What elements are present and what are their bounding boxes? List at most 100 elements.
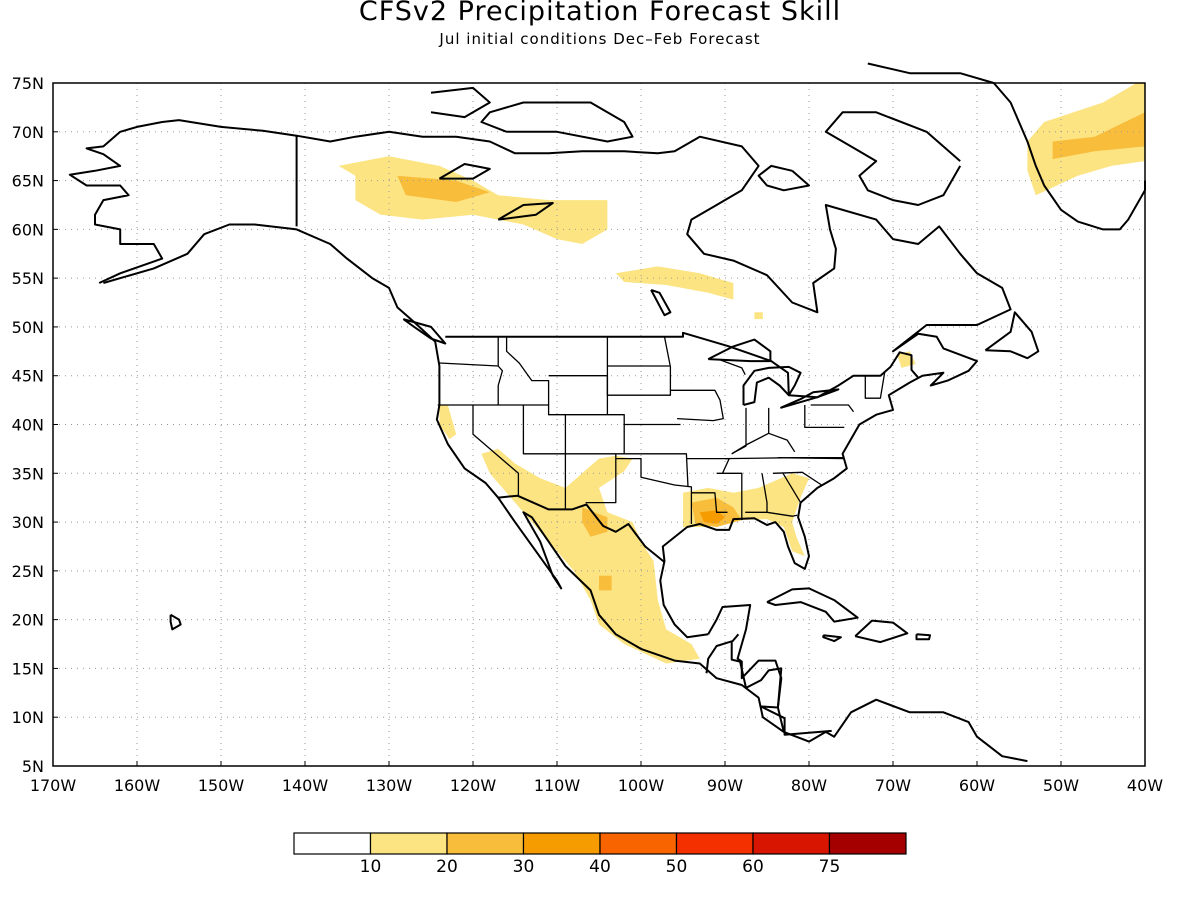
lat-label: 5N	[22, 757, 44, 776]
lon-label: 130W	[366, 776, 413, 795]
state-border-mo-ar	[686, 457, 730, 474]
lon-label: 120W	[450, 776, 497, 795]
map-title: CFSv2 Precipitation Forecast Skill	[358, 0, 842, 27]
coastline-victoria	[480, 101, 634, 143]
lon-label: 160W	[114, 776, 161, 795]
state-border-mn-ia	[670, 389, 724, 422]
state-border-ms-al	[716, 472, 743, 521]
state-border-ar-la	[691, 492, 728, 513]
lat-label: 10N	[12, 708, 44, 727]
state-border-al-ga	[761, 473, 768, 513]
lat-label: 75N	[12, 74, 44, 93]
coastline-banks	[430, 86, 491, 119]
lat-label: 60N	[12, 220, 44, 239]
state-border-oh-pa	[804, 405, 845, 429]
lat-label: 30N	[12, 513, 44, 532]
coastline-hispaniola	[854, 619, 909, 644]
state-border-vt-nh	[864, 372, 886, 399]
lake-superior	[707, 338, 772, 363]
state-border-wi-mi	[720, 359, 746, 375]
border-mexico-guatemala	[705, 633, 740, 674]
lat-label: 25N	[12, 562, 44, 581]
skill-region-california-coast	[439, 405, 457, 440]
lat-label: 20N	[12, 611, 44, 630]
colorbar-legend: 10 20 30 40 50 60 75	[293, 832, 907, 877]
lat-label: 65N	[12, 172, 44, 191]
lon-label: 80W	[791, 776, 827, 795]
state-border-ky-oh-river	[731, 432, 796, 455]
state-border-va-nc	[777, 457, 845, 460]
lake-winnipeg	[650, 288, 672, 317]
state-border-ga-sc	[782, 472, 802, 503]
coastline-puerto-rico	[915, 633, 931, 641]
state-border-oregon	[437, 404, 625, 510]
skill-region-louisiana-core	[699, 510, 725, 524]
lon-label: 110W	[534, 776, 581, 795]
lake-erie-ontario	[780, 388, 840, 409]
state-border-idaho-montana	[497, 336, 504, 405]
coastline-hawaii	[169, 613, 182, 631]
coastline-north-america	[103, 223, 1028, 763]
latitude-labels: 75N 70N 65N 60N 55N 50N 45N 40N 35N 30N 25N 20N 15N 1…	[12, 74, 58, 776]
lat-label: 45N	[12, 367, 44, 386]
coastline-vancouver-island	[402, 318, 447, 345]
longitude-labels: 170W 160W 150W 140W 130W 120W 110W 100W 90W 80W 70…	[30, 761, 1163, 795]
lon-label: 100W	[618, 776, 665, 795]
state-border-nc-sc	[772, 471, 822, 486]
skill-shading-layer	[338, 83, 1145, 664]
coastline-hudson-islands	[757, 164, 810, 192]
state-borders-west	[472, 405, 520, 496]
skill-region-hudson-bay-south	[615, 266, 734, 300]
coastline-jamaica	[822, 634, 842, 643]
coastline-gulf-north	[68, 119, 1012, 639]
colorbar-label: 10	[360, 857, 382, 877]
colorbar-swatch	[675, 832, 754, 855]
colorbar-swatch	[293, 832, 372, 855]
lon-label: 40W	[1127, 776, 1163, 795]
coastlines-and-borders	[68, 62, 1146, 763]
state-border-ga-fl	[745, 511, 798, 517]
border-us-mexico	[497, 494, 666, 563]
skill-region-yukon-nw-territories	[338, 156, 608, 244]
state-border-washington	[439, 362, 499, 367]
state-border-tx	[615, 457, 693, 524]
great-bear-lake	[438, 163, 491, 180]
skill-region-sierra-madre-core	[599, 575, 612, 591]
lon-label: 70W	[875, 776, 911, 795]
state-border-dakotas	[606, 336, 672, 396]
colorbar-swatch	[752, 832, 831, 855]
lon-label: 150W	[198, 776, 245, 795]
skill-region-yukon-nw-territories-core	[397, 175, 490, 202]
lat-label: 15N	[12, 659, 44, 678]
lat-label: 70N	[12, 123, 44, 142]
border-us-canada	[445, 331, 919, 399]
colorbar-swatch	[446, 832, 525, 855]
map-subtitle: Jul initial conditions Dec–Feb Forecast	[439, 30, 761, 48]
lon-label: 140W	[282, 776, 329, 795]
colorbar-swatch	[828, 832, 907, 855]
state-border-nm	[585, 453, 617, 504]
lat-label: 50N	[12, 318, 44, 337]
skill-region-greenland-core	[1052, 112, 1145, 160]
lake-michigan-huron	[742, 365, 802, 406]
coastline-newfoundland	[984, 311, 1040, 360]
lon-label: 90W	[707, 776, 743, 795]
coastline-greenland	[867, 62, 1146, 231]
lon-label: 60W	[959, 776, 995, 795]
colorbar-swatch	[522, 832, 601, 855]
lon-label: 170W	[30, 776, 77, 795]
lat-label: 35N	[12, 464, 44, 483]
great-slave-lake	[497, 202, 554, 221]
state-border-idaho	[505, 336, 550, 405]
state-border-ks-ok	[624, 453, 689, 487]
colorbar-swatch	[599, 832, 678, 855]
colorbar-label: 50	[666, 857, 688, 877]
border-central-america	[730, 641, 832, 736]
coastline-baffin	[824, 111, 962, 206]
lat-label: 55N	[12, 269, 44, 288]
lon-label: 50W	[1043, 776, 1079, 795]
colorbar-label: 75	[819, 857, 841, 877]
coastline-cuba	[766, 587, 859, 623]
state-border-ut-az	[522, 405, 566, 455]
